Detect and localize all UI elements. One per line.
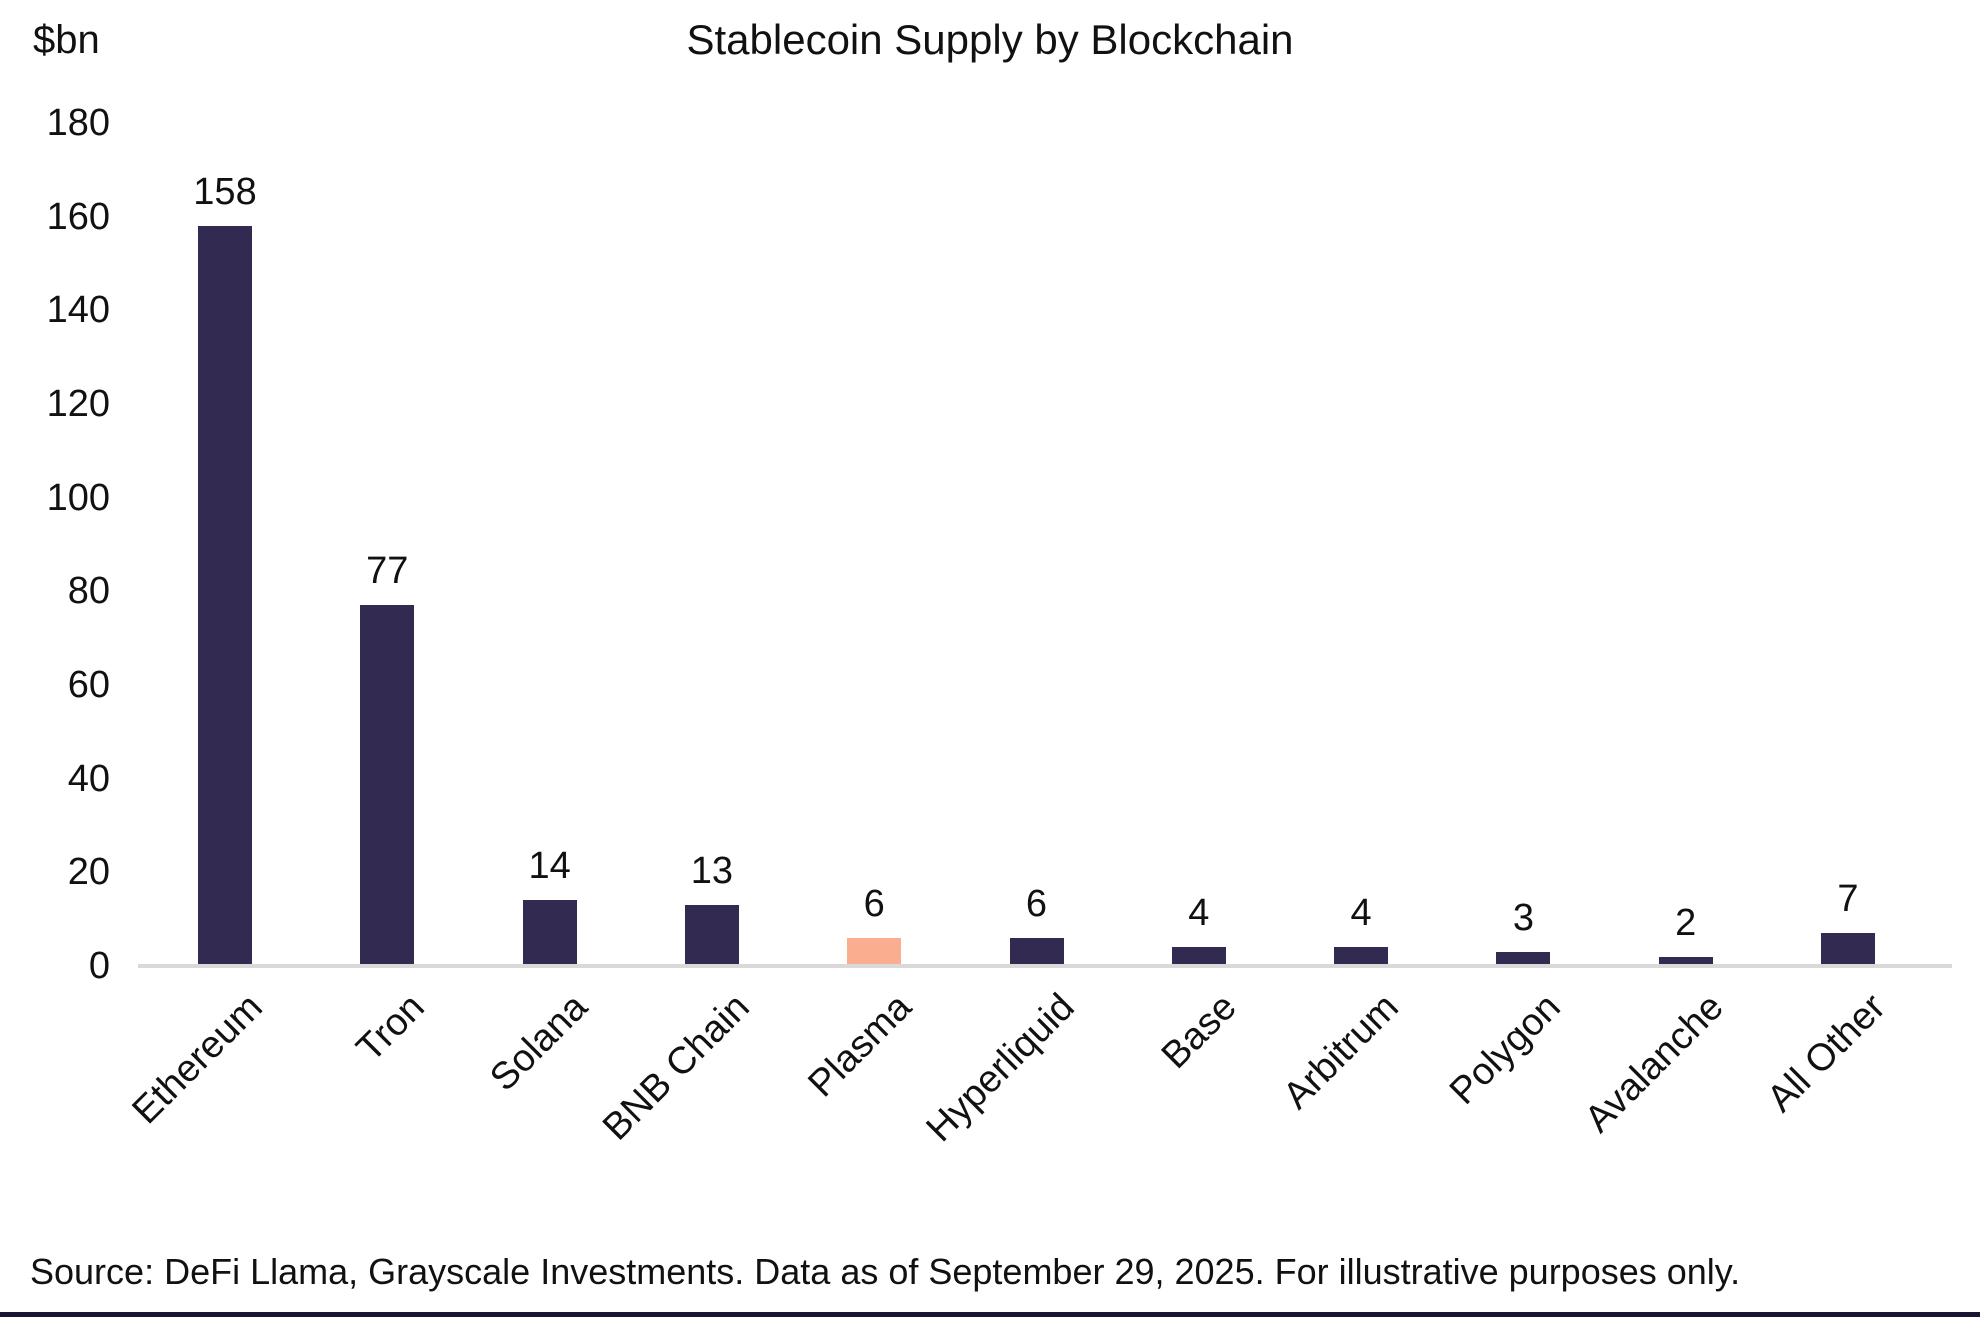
bar-polygon xyxy=(1496,951,1551,966)
bar-arbitrum xyxy=(1334,947,1389,966)
y-tick-label: 120 xyxy=(46,383,110,425)
bar-value-label-tron: 77 xyxy=(366,550,409,593)
bar-value-label-base: 4 xyxy=(1188,892,1210,935)
bar-ethereum xyxy=(198,226,252,966)
y-axis-unit-label: $bn xyxy=(33,18,100,62)
y-tick-label: 60 xyxy=(67,664,110,706)
bar-value-label-plasma: 6 xyxy=(863,882,885,925)
x-axis-line xyxy=(138,964,1952,968)
bar-value-label-arbitrum: 4 xyxy=(1350,892,1372,935)
y-tick-label: 100 xyxy=(46,476,110,519)
bar-plasma xyxy=(847,937,902,966)
bar-solana xyxy=(522,900,577,966)
bar-base xyxy=(1171,947,1226,966)
bar-value-label-solana: 14 xyxy=(528,845,571,888)
bar-tron xyxy=(360,605,415,966)
source-note: Source: DeFi Llama, Grayscale Investment… xyxy=(30,1251,1741,1292)
y-tick-label: 0 xyxy=(88,945,110,987)
y-tick-label: 180 xyxy=(46,102,110,144)
y-tick-label: 40 xyxy=(67,757,110,800)
chart-title: Stablecoin Supply by Blockchain xyxy=(686,16,1294,63)
y-tick-label: 160 xyxy=(46,195,110,238)
bar-all-other xyxy=(1821,933,1875,966)
bar-value-label-polygon: 3 xyxy=(1512,896,1534,939)
y-tick-label: 80 xyxy=(67,570,110,613)
bar-bnb-chain xyxy=(684,905,739,966)
bar-value-label-all-other: 7 xyxy=(1837,878,1859,921)
bar-value-label-ethereum: 158 xyxy=(193,171,257,214)
y-tick-label: 140 xyxy=(46,289,110,332)
y-tick-label: 20 xyxy=(67,851,110,894)
bar-value-label-hyperliquid: 6 xyxy=(1025,882,1048,925)
bar-avalanche xyxy=(1658,956,1713,966)
bar-value-label-avalanche: 2 xyxy=(1675,901,1697,944)
bar-hyperliquid xyxy=(1009,937,1064,966)
bar-value-label-bnb-chain: 13 xyxy=(690,850,734,893)
bottom-rule xyxy=(0,1312,1980,1317)
